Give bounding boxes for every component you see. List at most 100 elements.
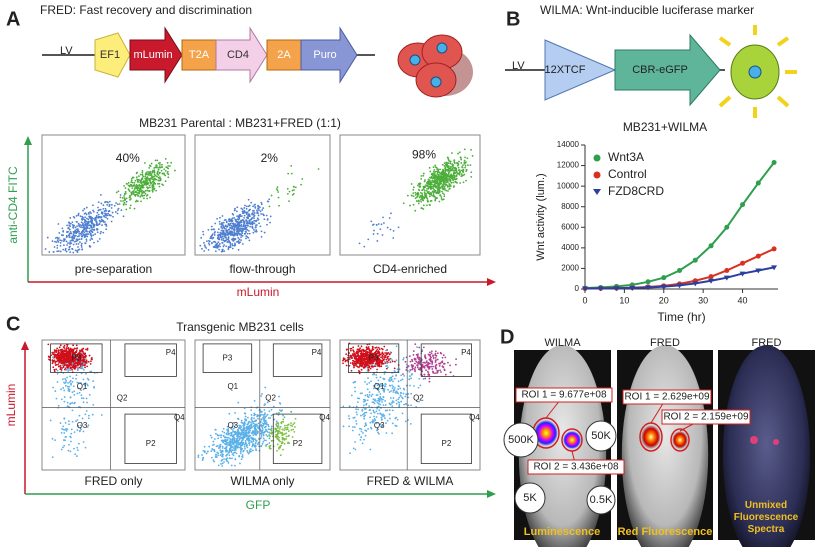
event-dot <box>365 395 367 397</box>
event-dot <box>75 240 77 242</box>
event-dot <box>405 369 407 371</box>
event-dot <box>419 369 421 371</box>
event-dot <box>136 172 138 174</box>
event-dot <box>198 454 200 456</box>
event-dot <box>225 436 227 438</box>
event-dot <box>264 387 266 389</box>
event-dot <box>446 164 448 166</box>
event-dot <box>349 357 351 359</box>
event-dot <box>93 242 95 244</box>
event-dot <box>60 358 62 360</box>
event-dot <box>60 388 62 390</box>
event-dot <box>238 240 240 242</box>
event-dot <box>247 237 249 239</box>
event-dot <box>360 353 362 355</box>
event-dot <box>213 241 215 243</box>
event-dot <box>376 377 378 379</box>
event-dot <box>369 391 371 393</box>
event-dot <box>261 236 263 238</box>
event-dot <box>238 222 240 224</box>
event-dot <box>384 417 386 419</box>
event-dot <box>61 432 63 434</box>
event-dot <box>445 374 447 376</box>
event-dot <box>394 361 396 363</box>
event-dot <box>83 401 85 403</box>
event-dot <box>434 190 436 192</box>
event-dot <box>143 197 145 199</box>
event-dot <box>165 180 167 182</box>
event-dot <box>427 201 429 203</box>
event-dot <box>361 392 363 394</box>
event-dot <box>67 242 69 244</box>
event-dot <box>88 361 90 363</box>
event-dot <box>218 234 220 236</box>
event-dot <box>386 354 388 356</box>
event-dot <box>242 208 244 210</box>
event-dot <box>369 422 371 424</box>
event-dot <box>226 460 228 462</box>
event-dot <box>426 198 428 200</box>
event-dot <box>435 180 437 182</box>
event-dot <box>268 198 270 200</box>
event-dot <box>384 352 386 354</box>
event-dot <box>165 158 167 160</box>
event-dot <box>262 428 264 430</box>
event-dot <box>277 422 279 424</box>
event-dot <box>234 244 236 246</box>
event-dot <box>262 443 264 445</box>
event-dot <box>284 425 286 427</box>
event-dot <box>432 191 434 193</box>
event-dot <box>412 192 414 194</box>
event-dot <box>256 209 258 211</box>
event-dot <box>246 229 248 231</box>
event-dot <box>93 226 95 228</box>
event-dot <box>417 365 419 367</box>
event-dot <box>450 161 452 163</box>
event-dot <box>459 182 461 184</box>
event-dot <box>54 349 56 351</box>
event-dot <box>403 375 405 377</box>
event-dot <box>270 448 272 450</box>
event-dot <box>282 429 284 431</box>
event-dot <box>155 190 157 192</box>
event-dot <box>251 217 253 219</box>
event-dot <box>244 205 246 207</box>
event-dot <box>439 365 441 367</box>
event-dot <box>54 362 56 364</box>
event-dot <box>88 417 90 419</box>
event-dot <box>96 228 98 230</box>
event-dot <box>230 223 232 225</box>
event-dot <box>423 346 425 348</box>
event-dot <box>397 419 399 421</box>
event-dot <box>373 233 375 235</box>
event-dot <box>429 351 431 353</box>
event-dot <box>351 394 353 396</box>
event-dot <box>234 451 236 453</box>
event-dot <box>252 232 254 234</box>
event-dot <box>67 386 69 388</box>
event-dot <box>247 217 249 219</box>
event-dot <box>148 182 150 184</box>
event-dot <box>160 178 162 180</box>
event-dot <box>252 450 254 452</box>
event-dot <box>48 251 50 253</box>
event-dot <box>371 395 373 397</box>
event-dot <box>216 218 218 220</box>
event-dot <box>366 394 368 396</box>
event-dot <box>389 217 391 219</box>
event-dot <box>218 249 220 251</box>
event-dot <box>208 242 210 244</box>
event-dot <box>142 172 144 174</box>
event-dot <box>432 188 434 190</box>
event-dot <box>288 424 290 426</box>
event-dot <box>292 429 294 431</box>
event-dot <box>143 192 145 194</box>
event-dot <box>52 366 54 368</box>
event-dot <box>58 366 60 368</box>
event-dot <box>97 207 99 209</box>
event-dot <box>204 244 206 246</box>
event-dot <box>60 365 62 367</box>
event-dot <box>381 223 383 225</box>
x-tick-label: 20 <box>659 295 669 305</box>
event-dot <box>245 238 247 240</box>
